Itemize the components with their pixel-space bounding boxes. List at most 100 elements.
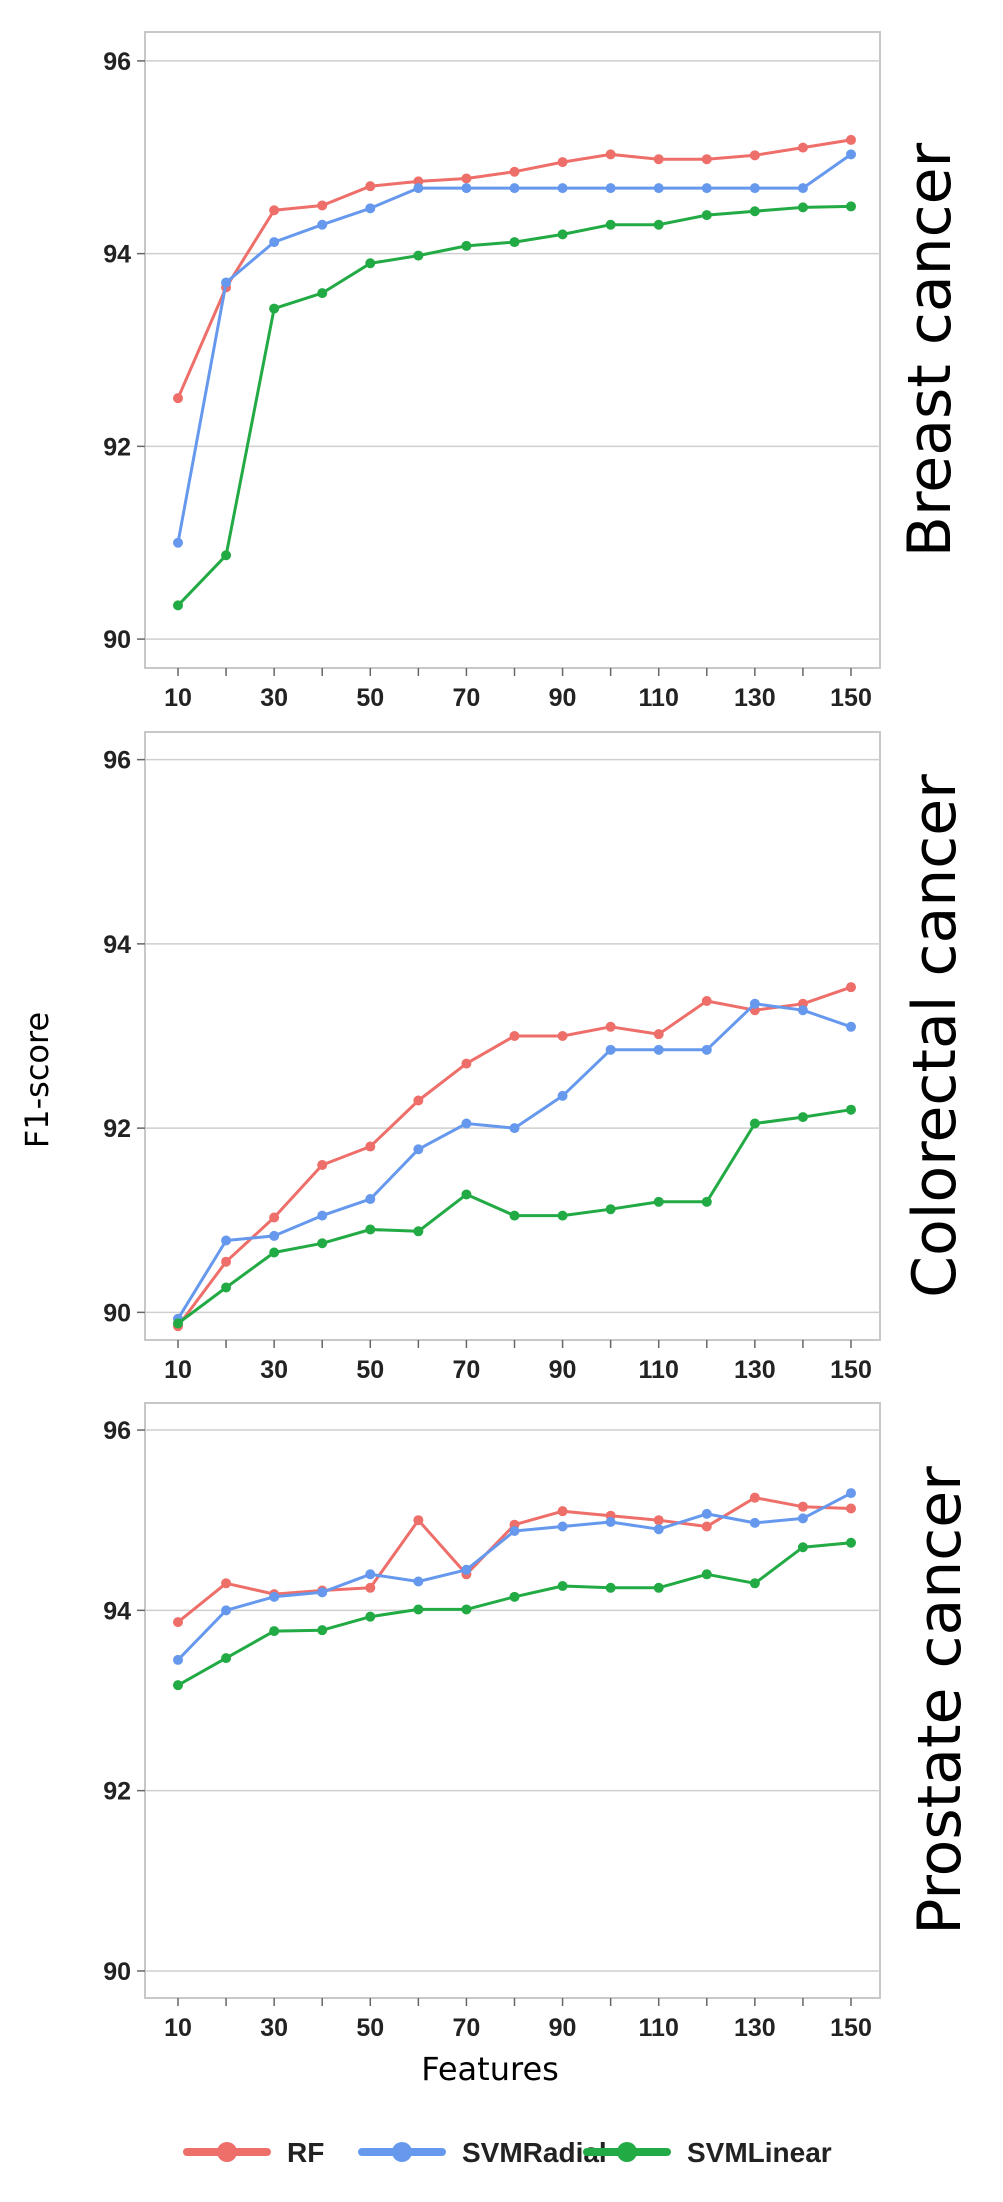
panel-2-rf-point-40 [317,1159,328,1170]
panel-3-svmlinear-point-140 [797,1542,808,1553]
panel-1-rf-point-140 [797,142,808,153]
panel-1-svmlinear-point-10 [173,600,183,611]
panel-2-rf-point-60 [413,1095,424,1106]
panel-1-svmradial-point-50 [365,203,376,214]
panel-1-svmlinear-point-70 [461,240,472,251]
panel-1-x-tick-label-150: 150 [830,684,872,712]
panel-3-y-tick-label-92: 92 [103,1778,131,1806]
panel-2-svmradial-point-100 [605,1044,616,1055]
panel-2-x-tick-label-90: 90 [549,1356,577,1384]
panel-1-svmradial-point-40 [317,219,328,230]
panel-1-svmlinear-point-80 [509,237,520,248]
panel-1-title: Breast cancer [895,142,965,557]
panel-2-svmradial-point-120 [701,1044,712,1055]
panel-2-x-tick-label-150: 150 [830,1356,872,1384]
panel-3-x-tick-label-30: 30 [260,2014,288,2042]
panel-1-svmlinear-point-120 [701,210,712,221]
panel-3-y-tick-label-94: 94 [103,1597,131,1625]
panel-3-x-tick-label-150: 150 [830,2014,872,2042]
panel-2-svmradial-point-30 [269,1230,280,1241]
panel-2-svmlinear-point-110 [653,1196,664,1207]
panel-3-svmlinear-point-60 [413,1604,424,1615]
panel-1-svmradial-point-30 [269,237,280,248]
panel-2-title: Colorectal cancer [900,774,970,1298]
panel-3-x-tick-label-50: 50 [356,2014,384,2042]
panel-3-y-tick-label-90: 90 [103,1958,131,1986]
panel-2-x-tick-label-10: 10 [164,1356,192,1384]
panel-2-y-tick-label-94: 94 [103,931,131,959]
panel-3-svmlinear-point-90 [557,1581,568,1592]
panel-2-rf-point-110 [653,1029,664,1040]
panel-2-svmlinear-point-130 [749,1118,760,1129]
panel-2-x-tick-label-130: 130 [734,1356,776,1384]
panel-1-rf-point-100 [605,149,616,160]
panel-1-svmlinear-point-60 [413,250,424,261]
panel-1-x-tick-label-70: 70 [453,684,481,712]
panel-3-svmlinear-point-80 [509,1591,520,1602]
panel-3-title: Prostate cancer [905,1466,975,1935]
panel-1-svmlinear-point-40 [317,288,328,299]
panel-2-svmradial-point-40 [317,1210,328,1221]
legend-item-svmradial: SVMRadial [358,2137,607,2168]
legend-item-rf: RF [183,2137,324,2168]
panel-1-svmradial-point-150 [846,149,856,160]
panel-3-rf-point-140 [797,1501,808,1512]
panel-3-rf-point-10 [173,1617,183,1628]
panel-3-svmlinear-point-50 [365,1611,376,1622]
legend-item-svmlinear-marker [617,2142,637,2162]
panel-3-rf-point-20 [221,1578,232,1589]
panel-1-rf-point-110 [653,154,664,165]
panel-1-rf-point-80 [509,166,520,177]
panel-3-svmradial-point-10 [173,1654,183,1665]
panel-2-svmradial-point-150 [846,1021,856,1032]
panel-3-svmradial-point-70 [461,1564,472,1575]
panel-3-x-tick-label-10: 10 [164,2014,192,2042]
panel-2-rf-point-120 [701,995,712,1006]
panel-2-x-tick-label-50: 50 [356,1356,384,1384]
panel-2-svmlinear-point-60 [413,1226,424,1237]
panel-3-x-tick-label-110: 110 [639,2014,679,2042]
legend-item-svmradial-label: SVMRadial [462,2137,607,2168]
panel-1-x-tick-label-90: 90 [549,684,577,712]
panel-2-svmlinear-point-140 [797,1112,808,1123]
panel-2-svmlinear-point-80 [509,1210,520,1221]
panel-1-rf-point-90 [557,157,568,168]
panel-2-svmradial-point-140 [797,1005,808,1016]
panel-3-svmlinear-point-40 [317,1625,328,1636]
panel-1-rf-point-120 [701,154,712,165]
panel-3-svmradial-point-80 [509,1526,520,1537]
chart-panels: 90 92 94 96 10 30 50 70 90 110 130 150 Breast cancer… [103,31,975,2042]
panel-3-svmlinear-point-30 [269,1626,280,1637]
panel-2-rf-point-80 [509,1031,520,1041]
panel-3-rf-point-50 [365,1582,376,1593]
panel-1-y-tick-label-92: 92 [103,433,131,461]
panel-3-svmlinear-point-110 [653,1582,664,1593]
panel-1-svmlinear-point-30 [269,303,280,314]
legend-item-svmlinear: SVMLinear [583,2137,832,2168]
panel-2-x-tick-label-110: 110 [639,1356,679,1384]
panel-2-svmlinear-point-90 [557,1210,568,1221]
panel-3-svmlinear-point-20 [221,1653,232,1664]
panel-1-svmradial-point-110 [653,183,664,194]
panel-1-svmlinear-point-20 [221,550,232,561]
panel-3-rf-point-90 [557,1506,568,1517]
panel-1-svmradial-point-60 [413,183,424,194]
panel-2-y-tick-label-90: 90 [103,1299,131,1327]
panel-3-svmradial-point-130 [749,1517,760,1528]
panel-1-rf-point-50 [365,181,376,192]
panel-2-svmlinear-point-50 [365,1224,376,1235]
panel-3-svmlinear-point-130 [749,1578,760,1589]
panel-1-svmlinear-point-50 [365,258,376,269]
panel-1-rf-point-70 [461,173,472,184]
panel-2-y-tick-label-96: 96 [103,747,131,775]
legend-item-rf-label: RF [287,2137,324,2168]
panel-1-svmradial-point-20 [221,277,232,288]
panel-2-svmlinear-point-30 [269,1247,280,1258]
panel-1-svmlinear-point-90 [557,229,568,240]
panel-3-svmradial-point-20 [221,1605,232,1616]
legend-item-svmlinear-label: SVMLinear [687,2137,832,2168]
panel-1-svmlinear-point-140 [797,202,808,213]
panel-3-svmlinear-point-120 [701,1569,712,1580]
x-axis-title: Features [421,2050,559,2088]
